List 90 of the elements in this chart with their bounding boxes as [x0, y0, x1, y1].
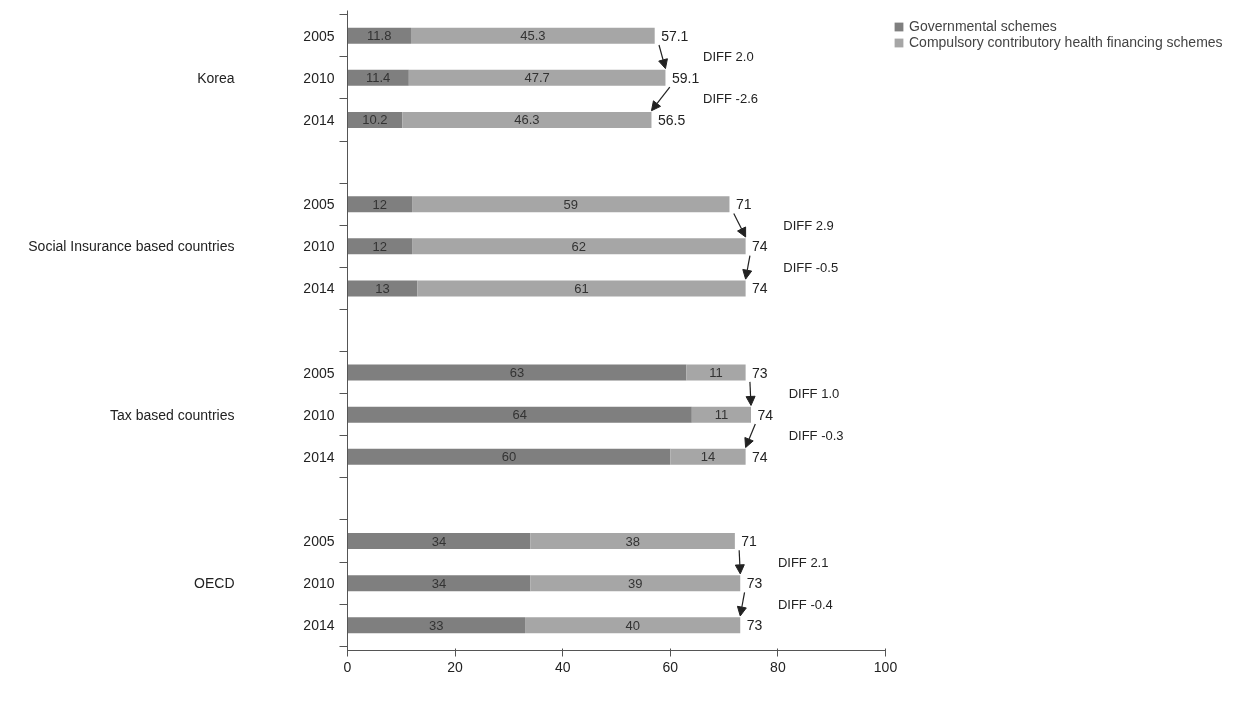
data-label: 38: [625, 533, 640, 549]
y-tick-label: 2010: [303, 575, 335, 592]
bar: [412, 238, 746, 255]
total-label: 73: [746, 575, 763, 592]
annotation: DIFF 2.0: [703, 49, 754, 65]
bar: [691, 406, 751, 423]
data-label: 10.2: [362, 112, 388, 128]
annotation: DIFF -2.6: [703, 91, 759, 107]
annotation: DIFF 2.9: [783, 217, 834, 233]
data-label: 60: [501, 449, 517, 465]
legend-label: Compulsory contributory health financing schemes: [909, 34, 1223, 50]
total-label: 56.5: [657, 111, 686, 128]
data-label: 59: [563, 196, 579, 212]
data-label: 39: [628, 575, 643, 591]
text: Korea: [197, 69, 235, 86]
data-label: 14: [700, 449, 716, 465]
y-tick-label: 2005: [303, 27, 335, 44]
data-label: 33: [429, 617, 444, 633]
y-tick-label: 2005: [303, 533, 335, 550]
bar: [347, 280, 418, 297]
x-tick-label: 0: [343, 658, 352, 675]
bar: [402, 111, 652, 128]
data-label: 62: [571, 238, 587, 254]
bar: [686, 364, 746, 381]
x-tick-label: 40: [554, 658, 571, 675]
y-tick-label: 2010: [303, 238, 335, 255]
bar: [670, 448, 746, 465]
bar: [525, 617, 741, 634]
y-tick-label: 2014: [303, 280, 335, 297]
data-label: 45.3: [520, 28, 546, 44]
data-label: 11: [709, 365, 723, 381]
bar: [347, 533, 531, 550]
bar: [347, 406, 692, 423]
data-label: 40: [625, 617, 640, 633]
y-tick-label: 2014: [303, 111, 335, 128]
text: Social Insurance based countries: [28, 238, 235, 255]
x-tick-label: 100: [873, 658, 898, 675]
y-tick-label: 2014: [303, 617, 335, 634]
y-tick-label: 2005: [303, 364, 335, 381]
data-label: 11: [714, 407, 729, 423]
text: Tax based countries: [109, 406, 235, 423]
bar: [530, 575, 741, 592]
x-tick-label: 20: [447, 658, 464, 675]
bar: [347, 364, 687, 381]
y-tick-label: 2005: [303, 196, 335, 213]
annotation: DIFF -0.3: [788, 428, 844, 444]
annotation: DIFF -0.5: [783, 259, 839, 275]
text: OECD: [194, 575, 235, 592]
total-label: 73: [746, 617, 763, 634]
bar: [412, 196, 730, 213]
annotation: DIFF -0.4: [777, 596, 833, 612]
y-tick-label: 2014: [303, 448, 335, 465]
bar: [347, 69, 409, 86]
data-label: 11.4: [366, 70, 391, 86]
bar: [347, 617, 526, 634]
x-tick-label: 80: [770, 658, 786, 675]
data-label: 11.8: [367, 28, 392, 44]
data-label: 63: [509, 365, 525, 381]
total-label: 57.1: [661, 27, 689, 44]
bar: [408, 69, 666, 86]
data-label: 64: [512, 407, 527, 423]
bar: [347, 575, 531, 592]
total-label: 73: [752, 364, 768, 381]
total-label: 74: [752, 280, 768, 297]
total-label: 74: [757, 406, 774, 423]
total-label: 74: [752, 238, 768, 255]
total-label: 74: [752, 448, 768, 465]
data-label: 47.7: [524, 70, 550, 86]
bar: [347, 238, 413, 255]
total-label: 59.1: [671, 69, 700, 86]
data-label: 13: [375, 280, 390, 296]
total-label: 71: [735, 196, 752, 213]
bar: [417, 280, 746, 297]
x-tick-label: 60: [662, 658, 679, 675]
annotation: DIFF 1.0: [788, 386, 840, 402]
data-label: 34: [431, 575, 447, 591]
data-label: 12: [372, 238, 388, 254]
data-label: 12: [372, 196, 388, 212]
data-label: 46.3: [514, 112, 540, 128]
total-label: 71: [741, 533, 758, 550]
data-label: 61: [574, 280, 589, 296]
bar: [347, 448, 671, 465]
y-tick-label: 2010: [303, 69, 335, 86]
data-label: 34: [431, 533, 447, 549]
y-tick-label: 2010: [303, 406, 335, 423]
bar: [410, 27, 655, 44]
bar: [347, 196, 413, 213]
annotation: DIFF 2.1: [777, 554, 829, 570]
legend-label: Governmental schemes: [909, 18, 1057, 34]
bar: [530, 533, 735, 550]
